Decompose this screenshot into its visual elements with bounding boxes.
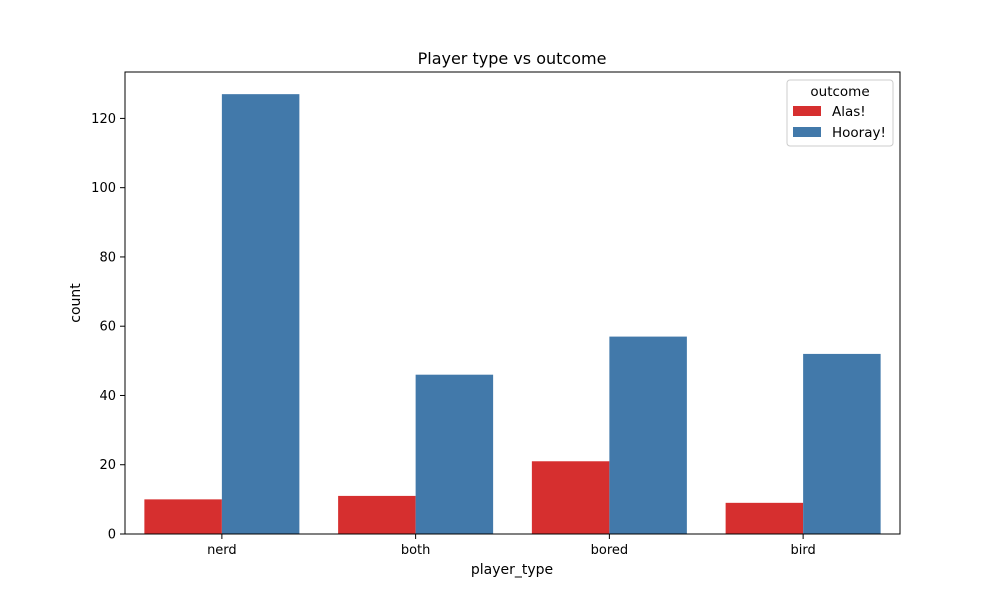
legend: outcome Alas! Hooray! [786, 79, 894, 147]
x-tick-label: both [401, 543, 431, 558]
legend-entries: Alas! Hooray! [793, 104, 886, 141]
bar-bird-alas [725, 502, 804, 534]
chart-title: Player type vs outcome [418, 49, 607, 68]
y-tick-label: 60 [99, 320, 116, 335]
x-tick-label: bored [591, 543, 629, 558]
bar-both-alas [338, 495, 416, 534]
legend-label-hooray: Hooray! [832, 125, 886, 141]
y-tick-label: 0 [108, 528, 116, 543]
x-axis-label: player_type [471, 562, 553, 578]
bar-bored-alas [531, 461, 610, 534]
y-axis-ticks: 0 20 40 60 80 100 120 [91, 112, 125, 543]
y-axis-label: count [68, 283, 84, 323]
x-axis-ticks: nerd both bored bird [207, 534, 816, 558]
bar-bored-hooray [609, 336, 687, 534]
x-tick-label: nerd [207, 543, 237, 558]
bar-bird-hooray [803, 353, 881, 534]
legend-title: outcome [810, 84, 869, 100]
bar-nerd-alas [144, 499, 222, 534]
y-tick-label: 20 [99, 458, 116, 473]
y-tick-label: 40 [99, 389, 116, 404]
y-tick-label: 120 [91, 112, 116, 127]
y-tick-label: 80 [99, 250, 116, 265]
legend-swatch-hooray [793, 127, 821, 137]
x-tick-label: bird [791, 543, 816, 558]
bar-both-hooray [415, 374, 494, 534]
bars-layer [144, 94, 881, 534]
legend-swatch-alas [793, 106, 821, 116]
plot-frame [124, 71, 901, 535]
bar-nerd-hooray [221, 94, 300, 534]
y-tick-label: 100 [91, 181, 116, 196]
legend-label-alas: Alas! [832, 104, 866, 120]
